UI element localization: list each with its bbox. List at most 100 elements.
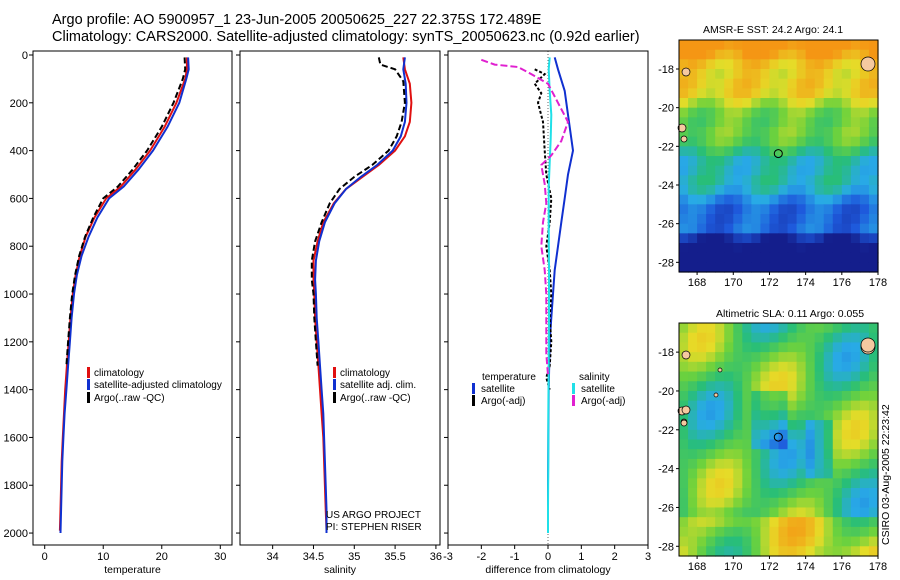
map-cell (769, 127, 780, 138)
map-cell (751, 69, 762, 80)
map-cell (778, 98, 789, 109)
map-cell (805, 429, 816, 441)
map-cell (832, 69, 843, 80)
map-cell (787, 478, 798, 489)
map-cell (832, 410, 843, 421)
map-cell (688, 400, 698, 411)
legend-label: climatology (94, 368, 144, 379)
map-cell (832, 342, 843, 353)
map-cell (787, 204, 798, 215)
map-cell (697, 517, 707, 528)
map-cell (868, 390, 879, 402)
map-cell (769, 536, 780, 547)
map-cell (688, 361, 698, 373)
map-cell (841, 546, 852, 557)
map-cell (832, 204, 843, 215)
x-tick-label: 36 (430, 551, 442, 563)
map-cell (742, 252, 752, 263)
map-cell (859, 88, 870, 99)
map-cell (733, 185, 743, 196)
map-cell (778, 439, 789, 450)
map-cell (796, 194, 807, 205)
map-cell (796, 468, 807, 479)
map-cell (814, 78, 825, 89)
map-cell (868, 400, 879, 411)
map-cell (796, 323, 807, 334)
map-cell (760, 117, 771, 128)
map-cell (697, 546, 707, 557)
map-cell (778, 420, 789, 431)
map-cell (832, 449, 843, 460)
map-cell (823, 352, 834, 363)
map-cell (814, 165, 825, 176)
map-cell (850, 107, 861, 118)
map-cell (697, 420, 707, 431)
map-cell (859, 185, 870, 196)
map-x-tick-label: 172 (760, 561, 778, 573)
map-cell (733, 165, 743, 176)
map-cell (733, 420, 743, 431)
map-cell (760, 332, 771, 344)
map-cell (706, 98, 716, 109)
map-cell (850, 323, 861, 334)
map-cell (841, 488, 852, 499)
map-cell (715, 371, 725, 382)
map-cell (823, 332, 834, 344)
map-cell (724, 497, 734, 509)
map-cell (823, 214, 834, 225)
map-cell (679, 204, 689, 215)
map-cell (814, 332, 825, 344)
map-cell (841, 175, 852, 186)
map-cell (724, 262, 734, 273)
map-cell (688, 156, 698, 167)
island-marker (860, 56, 876, 72)
map-cell (859, 175, 870, 186)
map-cell (814, 69, 825, 80)
map-cell (787, 488, 798, 499)
map-cell (868, 488, 879, 499)
map-cell (742, 78, 752, 89)
map-cell (769, 332, 780, 344)
map-cell (760, 136, 771, 147)
map-cell (859, 458, 870, 470)
map-cell (706, 420, 716, 431)
map-cell (841, 40, 852, 51)
map-cell (688, 223, 698, 234)
series-line-sal-satellite (547, 57, 553, 533)
map-cell (832, 352, 843, 363)
map-cell (688, 497, 698, 509)
map-cell (760, 243, 771, 254)
map-cell (706, 49, 716, 60)
map-cell (778, 390, 789, 402)
map-cell (778, 194, 789, 205)
map-cell (850, 117, 861, 128)
map-cell (805, 233, 816, 244)
map-cell (769, 117, 780, 128)
map-cell (724, 204, 734, 215)
map-cell (760, 361, 771, 373)
map-cell (796, 165, 807, 176)
map-cell (832, 478, 843, 489)
map-cell (769, 107, 780, 118)
map-cell (706, 233, 716, 244)
map-x-tick-label: 176 (833, 561, 851, 573)
map-cell (850, 175, 861, 186)
map-cell (742, 546, 752, 557)
map-cell (715, 194, 725, 205)
map-cell (706, 390, 716, 402)
map-cell (832, 468, 843, 479)
map-cell (742, 40, 752, 51)
map-cell (814, 194, 825, 205)
map-cell (868, 323, 879, 334)
x-tick-label: 3 (645, 551, 651, 563)
map-cell (814, 243, 825, 254)
series-line-argo (310, 57, 406, 366)
map-cell (859, 439, 870, 450)
map-x-tick-label: 174 (796, 277, 814, 289)
map-cell (823, 342, 834, 353)
map-cell (697, 488, 707, 499)
map-cell (823, 78, 834, 89)
map-cell (832, 59, 843, 70)
map-cell (841, 49, 852, 60)
map-y-tick-label: -28 (658, 541, 674, 553)
